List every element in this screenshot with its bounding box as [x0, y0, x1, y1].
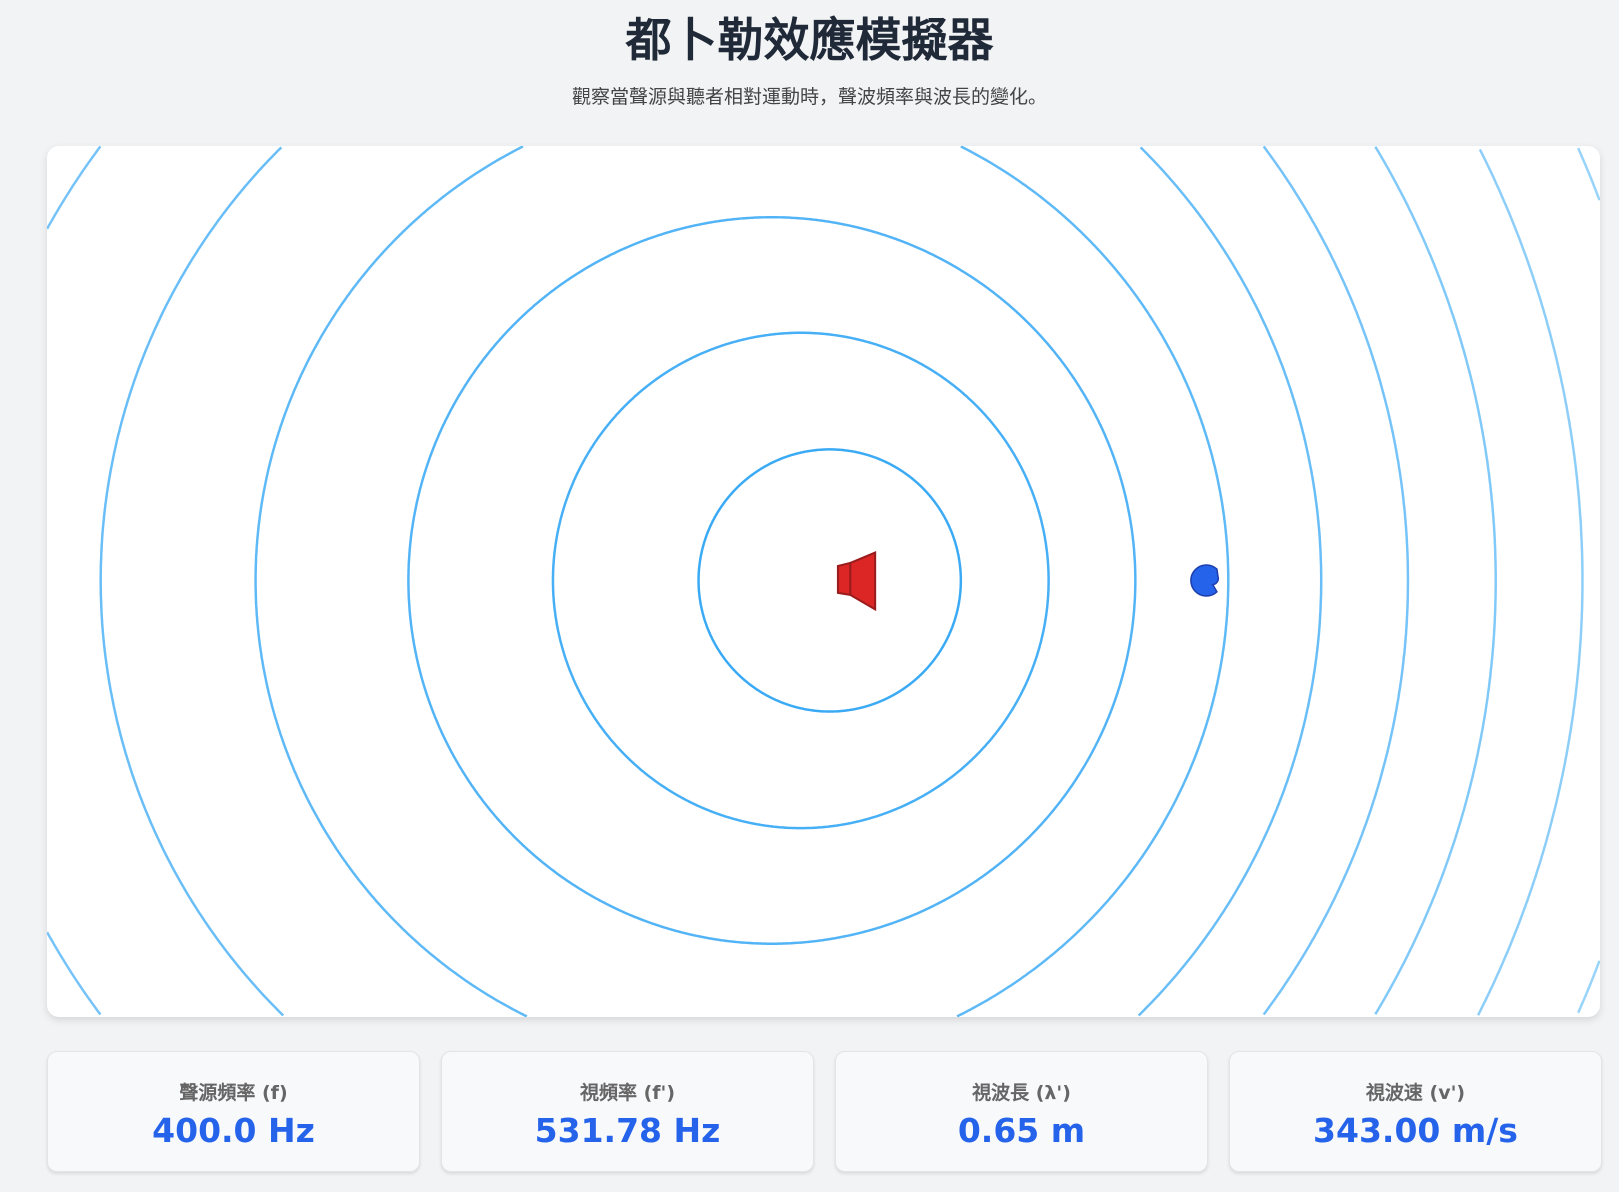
page-subtitle: 觀察當聲源與聽者相對運動時，聲波頻率與波長的變化。 — [571, 86, 1047, 108]
wavefront-circle — [254, 146, 1230, 1017]
wavefront-circle — [47, 146, 1410, 1016]
simulation-canvas[interactable] — [47, 146, 1600, 1017]
listener-ear-icon[interactable] — [1190, 564, 1220, 597]
stat-value: 531.78 Hz — [534, 1111, 721, 1150]
stat-label: 視頻率 (f') — [579, 1082, 676, 1104]
stat-card-apparent-speed: 視波速 (v') 343.00 m/s — [1229, 1051, 1602, 1172]
stat-card-apparent-wavelength: 視波長 (λ') 0.65 m — [835, 1051, 1208, 1172]
stat-value: 400.0 Hz — [152, 1111, 315, 1150]
wave-field — [47, 146, 1600, 1017]
stat-label: 聲源頻率 (f) — [179, 1082, 288, 1104]
page-title: 都卜勒效應模擬器 — [625, 13, 994, 67]
stat-card-source-frequency: 聲源頻率 (f) 400.0 Hz — [47, 1051, 420, 1172]
wavefront-circle — [407, 215, 1137, 945]
stat-value: 0.65 m — [957, 1111, 1086, 1150]
wavefront-circle — [1577, 147, 1600, 1014]
wavefront-circle — [1476, 148, 1584, 1016]
speaker-icon[interactable] — [836, 551, 877, 612]
stat-card-apparent-frequency: 視頻率 (f') 531.78 Hz — [441, 1051, 814, 1172]
wavefront-circle — [551, 331, 1050, 830]
stat-value: 343.00 m/s — [1313, 1111, 1518, 1150]
wavefront-circle — [1374, 146, 1497, 1015]
stat-label: 視波長 (λ') — [972, 1082, 1071, 1104]
stat-label: 視波速 (v') — [1365, 1082, 1466, 1104]
wavefront-circle — [697, 448, 963, 713]
wavefront-circle — [99, 146, 1323, 1017]
